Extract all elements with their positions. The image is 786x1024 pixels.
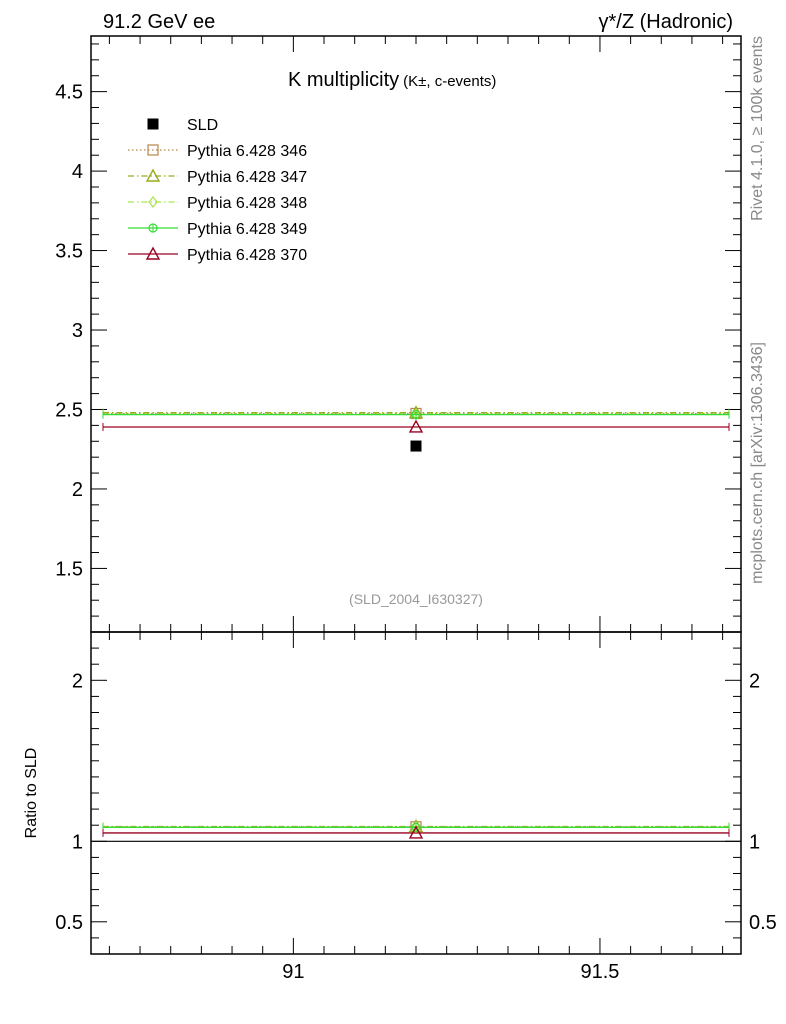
y-tick-label: 2.5 [55,399,83,421]
legend-marker-3 [148,223,158,233]
legend-label-sld: SLD [187,117,218,134]
y-tick-label-right: 0.5 [749,912,777,934]
analysis-tag: (SLD_2004_I630327) [349,591,483,607]
ratio-axis-ticks [91,631,741,955]
legend-label-4: Pythia 6.428 370 [187,247,307,264]
main-plot-panel: 1.5 2 2.5 3 3.5 4 4.5 K multiplicity (K±, c-eve… [55,35,742,633]
legend-label-2: Pythia 6.428 348 [187,195,307,212]
ratio-plot-frame [90,631,742,955]
y-tick-label: 4 [72,161,83,183]
legend-marker-0 [147,144,159,156]
y-tick-label: 2 [72,670,83,692]
main-series-markers [408,405,424,452]
ratio-y-tick-labels: 0.5 0.5 1 1 2 2 [55,670,777,934]
main-y-tick-labels: 1.5 2 2.5 3 3.5 4 4.5 [55,82,83,581]
data-point-sld [410,440,422,452]
chart-title-sub: (K±, c-events) [403,73,496,90]
legend-label-0: Pythia 6.428 346 [187,143,307,160]
x-tick-label: 91.5 [580,961,619,983]
rivet-label: Rivet 4.1.0, ≥ 100k events [749,36,766,221]
y-tick-label: 3 [72,320,83,342]
main-axis-ticks [91,36,741,633]
legend-marker-4 [145,246,161,260]
y-tick-label: 3.5 [55,241,83,263]
header-left: 91.2 GeV ee [103,11,215,33]
x-tick-labels: 91 91.5 [282,961,619,983]
y-tick-label-right: 2 [749,670,760,692]
y-tick-label: 1 [72,831,83,853]
header-right: γ*/Z (Hadronic) [599,11,733,33]
y-tick-label: 2 [72,479,83,501]
chart-title-main: K multiplicity [288,69,399,91]
legend-marker-sld [147,118,159,130]
y-tick-label: 4.5 [55,82,83,104]
legend-marker-2 [148,196,158,208]
ratio-y-label: Ratio to SLD [23,748,40,839]
ratio-marker-2 [411,821,421,834]
chart-title: K multiplicity (K±, c-events) [288,69,496,91]
legend: SLD Pythia 6.428 346 Pythia 6.428 347 Pythi… [128,117,307,264]
ratio-plot-panel: 0.5 0.5 1 1 2 2 91 91.5 Ratio to SLD [23,631,777,983]
y-tick-label: 1.5 [55,558,83,580]
ratio-series-markers [408,819,424,839]
y-tick-label: 0.5 [55,912,83,934]
source-label: mcplots.cern.ch [arXiv:1306.3436] [749,342,766,584]
ratio-marker-4 [408,825,424,839]
y-tick-label-right: 1 [749,831,760,853]
series-marker-3 [411,409,421,420]
legend-marker-1 [145,168,161,182]
legend-label-1: Pythia 6.428 347 [187,169,307,186]
series-marker-2 [411,408,421,421]
x-tick-label: 91 [282,961,304,983]
series-marker-4 [408,419,424,433]
legend-label-3: Pythia 6.428 349 [187,221,307,238]
